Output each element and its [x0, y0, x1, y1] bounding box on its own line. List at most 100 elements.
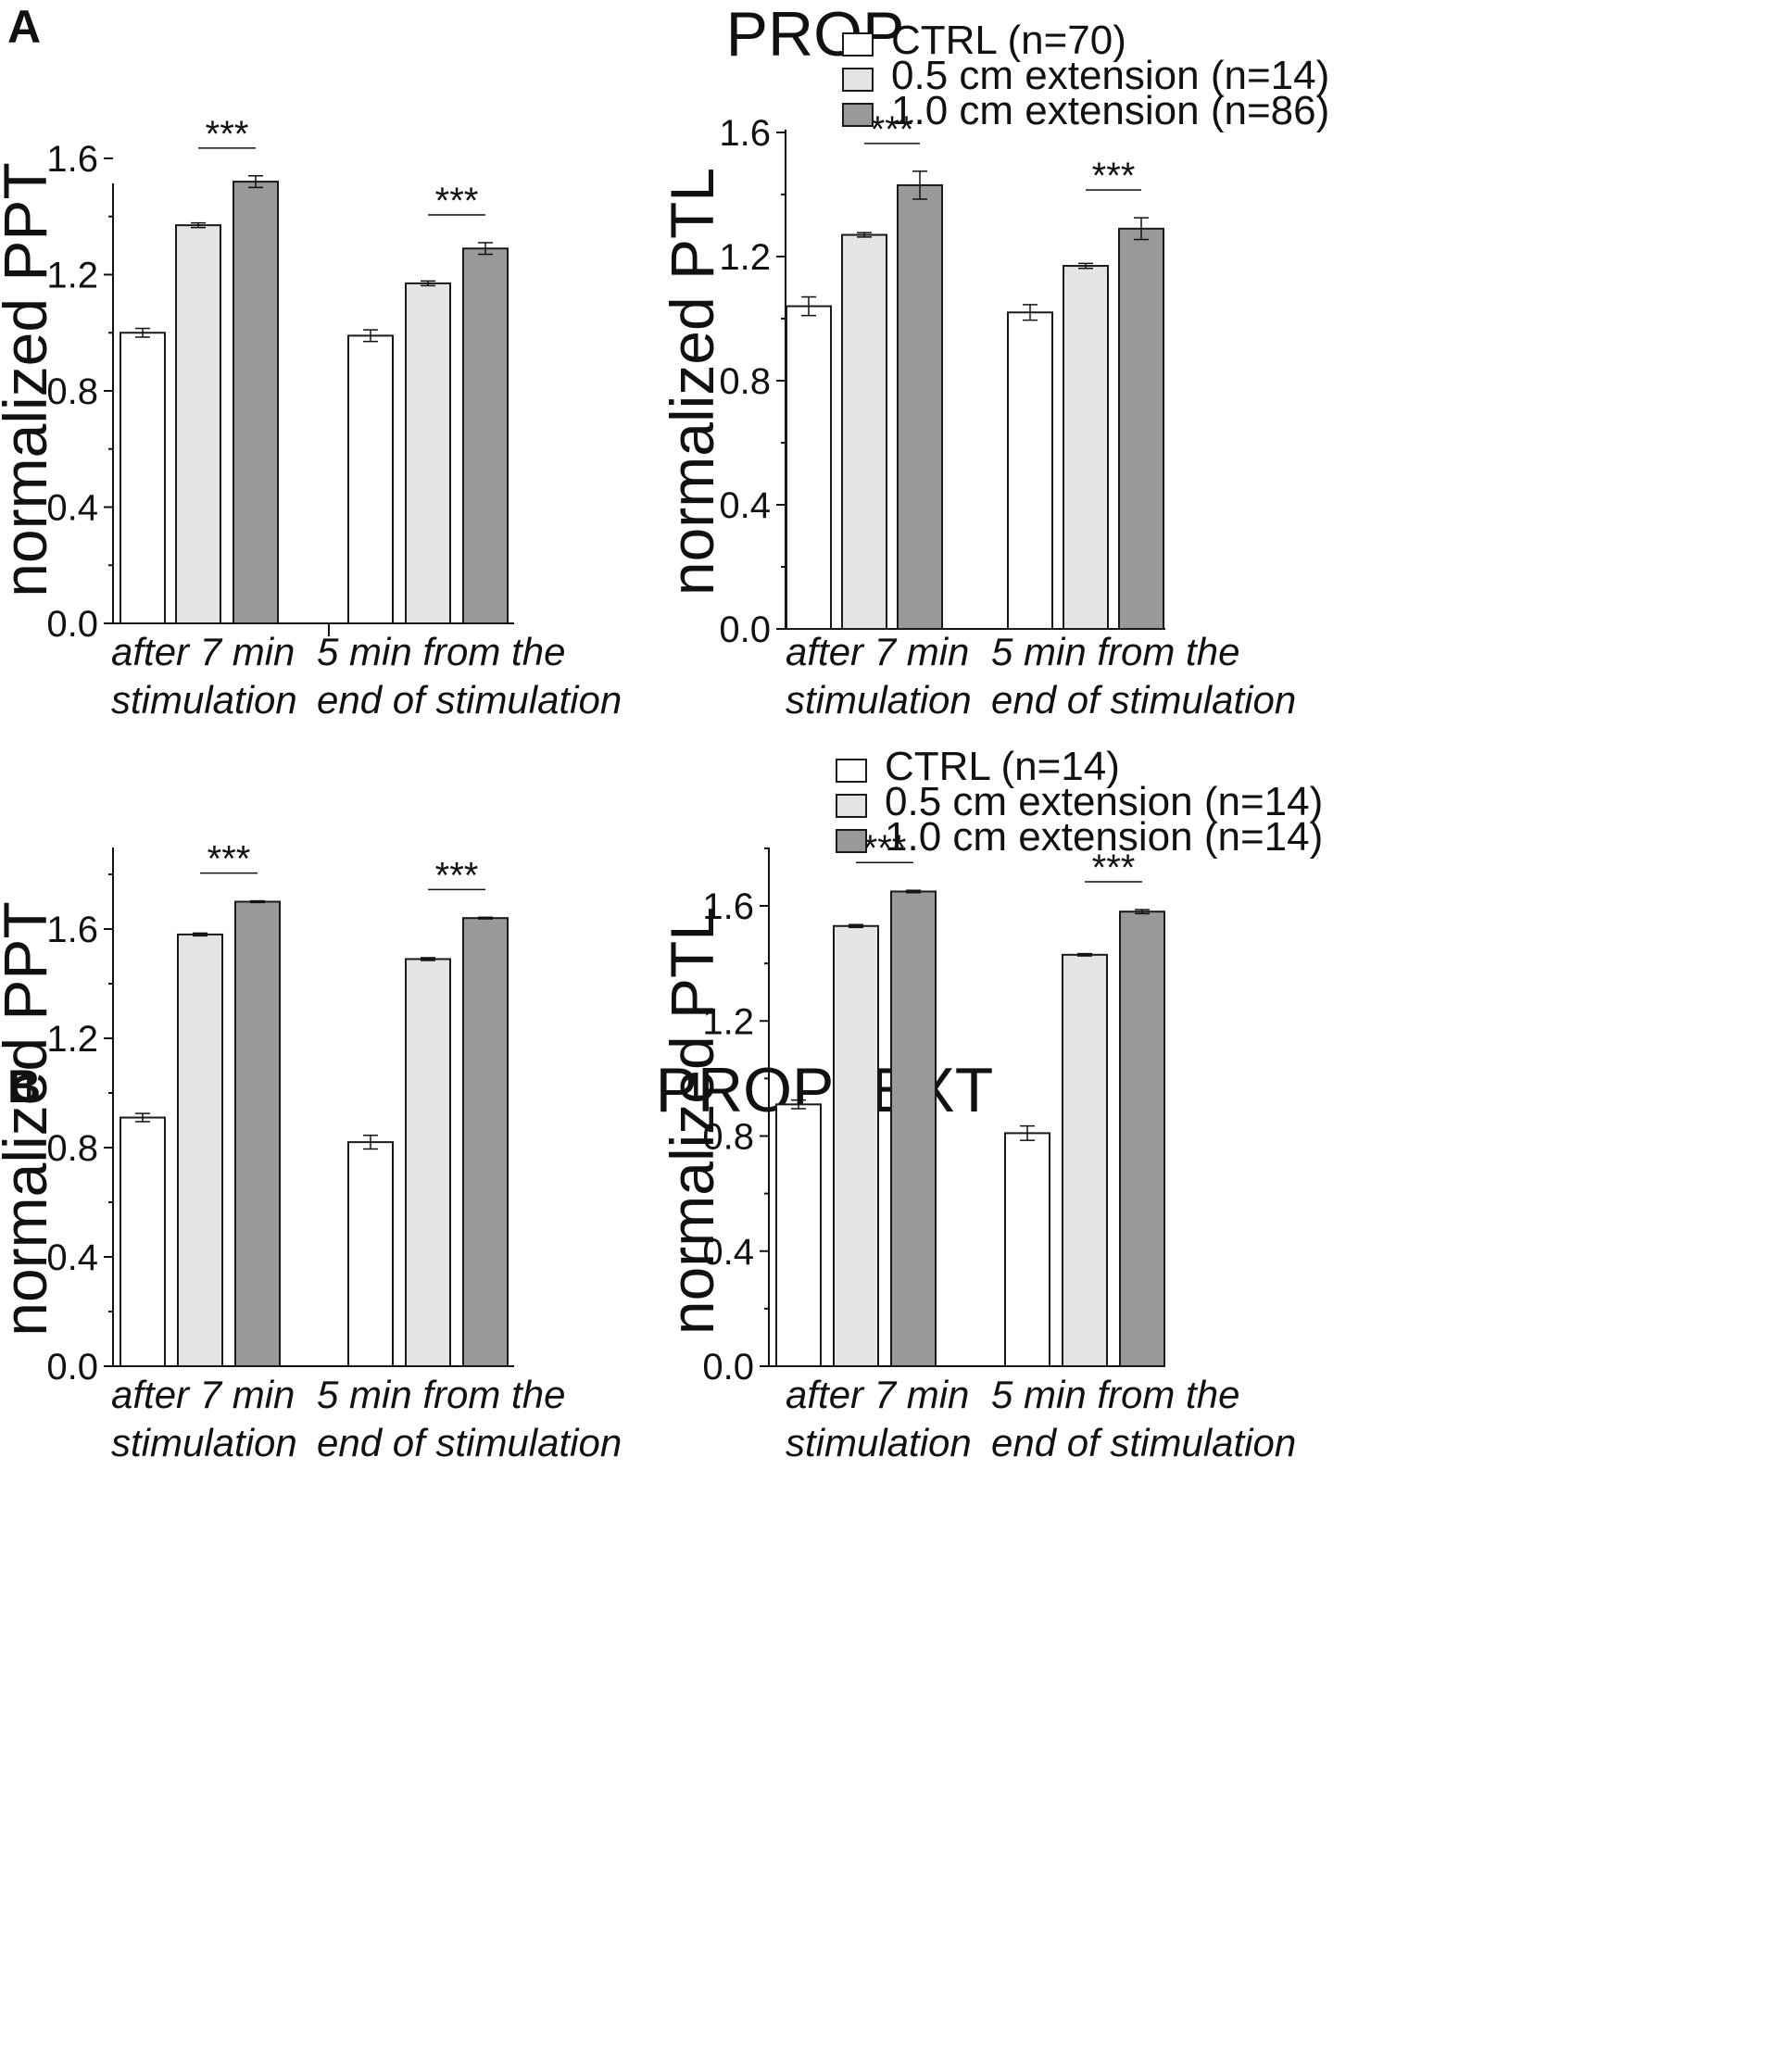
b-ppt-y-tick-label: 0.0 [46, 1347, 98, 1388]
panel-a-title: PROP [726, 0, 905, 69]
a-ptl-error-bar [1078, 262, 1093, 270]
a-ptl-category-line: after 7 min [786, 630, 969, 673]
b-ptl-bar [1062, 953, 1108, 1368]
a-ptl-category-line: end of stimulation [991, 678, 1296, 722]
charts-layer: 0.0 0.4 0.8 1.2 1.6 normalized PPT *** *** after… [0, 18, 1329, 1464]
a-ppt-category-line: 5 min from the [317, 630, 565, 673]
b-ppt-category-label: after 7 min stimulation [111, 1373, 297, 1464]
b-ptl-category-line: stimulation [786, 1421, 972, 1464]
a-ppt-bar [347, 334, 394, 624]
b-ppt-significance-label: *** [435, 855, 479, 896]
b-ptl-bar [1119, 910, 1165, 1368]
a-ptl-chart: 0.0 0.4 0.8 1.2 1.6 normalized PTL *** *** after… [658, 18, 1329, 722]
a-ppt-y-tick-label: 0.8 [46, 371, 98, 412]
a-ptl-bar [897, 183, 943, 630]
a-ptl-legend: CTRL (n=70)0.5 cm extension (n=14)1.0 cm… [842, 18, 1329, 133]
b-ptl-legend-label: 1.0 cm extension (n=14) [885, 814, 1323, 860]
b-ppt-bar [119, 1116, 166, 1368]
a-ptl-y-tick-label: 0.8 [719, 361, 771, 402]
b-ptl-y-label: normalized PTL [658, 907, 726, 1335]
a-ppt-category-label: after 7 min stimulation [111, 630, 297, 722]
b-ppt-bar [177, 933, 223, 1368]
b-ptl-legend-label: 0.5 cm extension (n=14) [885, 779, 1323, 824]
b-ppt-bar [347, 1141, 394, 1367]
a-ppt-category-line: end of stimulation [317, 678, 622, 722]
panel-b-letter: B [7, 1061, 41, 1112]
b-ppt-y-tick-label: 1.2 [46, 1019, 98, 1060]
b-ppt-category-line: end of stimulation [317, 1421, 622, 1464]
b-ppt-category-label: 5 min from the end of stimulation [317, 1373, 622, 1464]
a-ppt-error-bar [191, 221, 206, 229]
b-ppt-error-bar [421, 957, 435, 961]
a-ppt-y-tick-label: 1.2 [46, 256, 98, 296]
b-ppt-error-bar [135, 1112, 150, 1123]
a-ptl-category-line: stimulation [786, 678, 972, 722]
b-ppt-bar [462, 917, 509, 1367]
b-ptl-legend: CTRL (n=14)0.5 cm extension (n=14)1.0 cm… [836, 744, 1323, 860]
a-ptl-legend-swatch [842, 32, 874, 57]
panel-a-letter: A [7, 1, 41, 53]
b-ppt-bar [405, 958, 451, 1367]
b-ppt-category-line: stimulation [111, 1421, 297, 1464]
b-ptl-y-tick-label: 0.0 [702, 1347, 754, 1388]
a-ppt-error-bar [248, 175, 263, 189]
a-ppt-y-tick-label: 0.0 [46, 604, 98, 645]
a-ptl-category-line: 5 min from the [991, 630, 1239, 673]
b-ptl-category-line: after 7 min [786, 1373, 969, 1416]
b-ptl-legend-swatch [836, 794, 867, 818]
b-ppt-y-tick-label: 1.6 [46, 910, 98, 950]
b-ppt-y-tick-label: 0.4 [46, 1237, 98, 1278]
b-ppt-category-line: 5 min from the [317, 1373, 565, 1416]
a-ptl-error-bar [912, 170, 927, 200]
b-ptl-error-bar [791, 1099, 806, 1110]
a-ppt-y-label: normalized PPT [0, 162, 59, 597]
b-ptl-legend-swatch [836, 759, 867, 783]
b-ptl-category-label: after 7 min stimulation [786, 1373, 972, 1464]
b-ptl-bar [775, 1103, 822, 1368]
a-ppt-bar [462, 247, 509, 624]
a-ptl-legend-label: CTRL (n=70) [891, 18, 1126, 63]
b-ptl-legend-label: CTRL (n=14) [885, 744, 1120, 789]
a-ppt-error-bar [421, 280, 435, 287]
a-ptl-legend-swatch [842, 68, 874, 92]
a-ptl-error-bar [801, 295, 816, 317]
b-ptl-error-bar [1077, 952, 1092, 957]
a-ppt-category-line: after 7 min [111, 630, 295, 673]
a-ppt-bar [405, 282, 451, 624]
a-ptl-bar [1118, 227, 1164, 630]
a-ppt-error-bar [478, 242, 493, 256]
a-ptl-bar [1063, 265, 1109, 630]
b-ptl-bar [833, 924, 879, 1368]
a-ptl-y-tick-label: 1.2 [719, 237, 771, 278]
b-ptl-significance-label: *** [863, 828, 907, 869]
b-ppt-category-line: after 7 min [111, 1373, 295, 1416]
a-ptl-significance-label: *** [871, 109, 914, 150]
a-ppt-category-label: 5 min from the end of stimulation [317, 630, 622, 722]
b-ptl-error-bar [849, 923, 863, 929]
b-ptl-bar [890, 890, 937, 1367]
a-ptl-bar [786, 305, 832, 630]
a-ptl-legend-label: 1.0 cm extension (n=86) [891, 88, 1329, 133]
a-ptl-bar [1007, 311, 1053, 630]
a-ptl-y-label: normalized PTL [658, 168, 726, 596]
b-ppt-error-bar [363, 1134, 378, 1150]
a-ppt-bar [175, 224, 221, 624]
b-ptl-bar [1004, 1132, 1050, 1368]
a-ptl-category-label: 5 min from the end of stimulation [991, 630, 1296, 722]
a-ptl-y-tick-label: 0.0 [719, 609, 771, 650]
a-ppt-bar [119, 332, 166, 624]
a-ptl-error-bar [1023, 304, 1038, 321]
b-ptl-category-line: 5 min from the [991, 1373, 1239, 1416]
a-ppt-error-bar [363, 329, 378, 343]
b-ptl-legend-swatch [836, 829, 867, 853]
b-ptl-y-tick-label: 1.6 [702, 886, 754, 927]
panel-b-title: PROP+EXT [656, 1055, 994, 1125]
a-ppt-significance-label: *** [206, 114, 249, 155]
b-ptl-significance-label: *** [1092, 848, 1136, 888]
a-ptl-significance-label: *** [1092, 156, 1136, 196]
a-ppt-error-bar [135, 327, 150, 338]
